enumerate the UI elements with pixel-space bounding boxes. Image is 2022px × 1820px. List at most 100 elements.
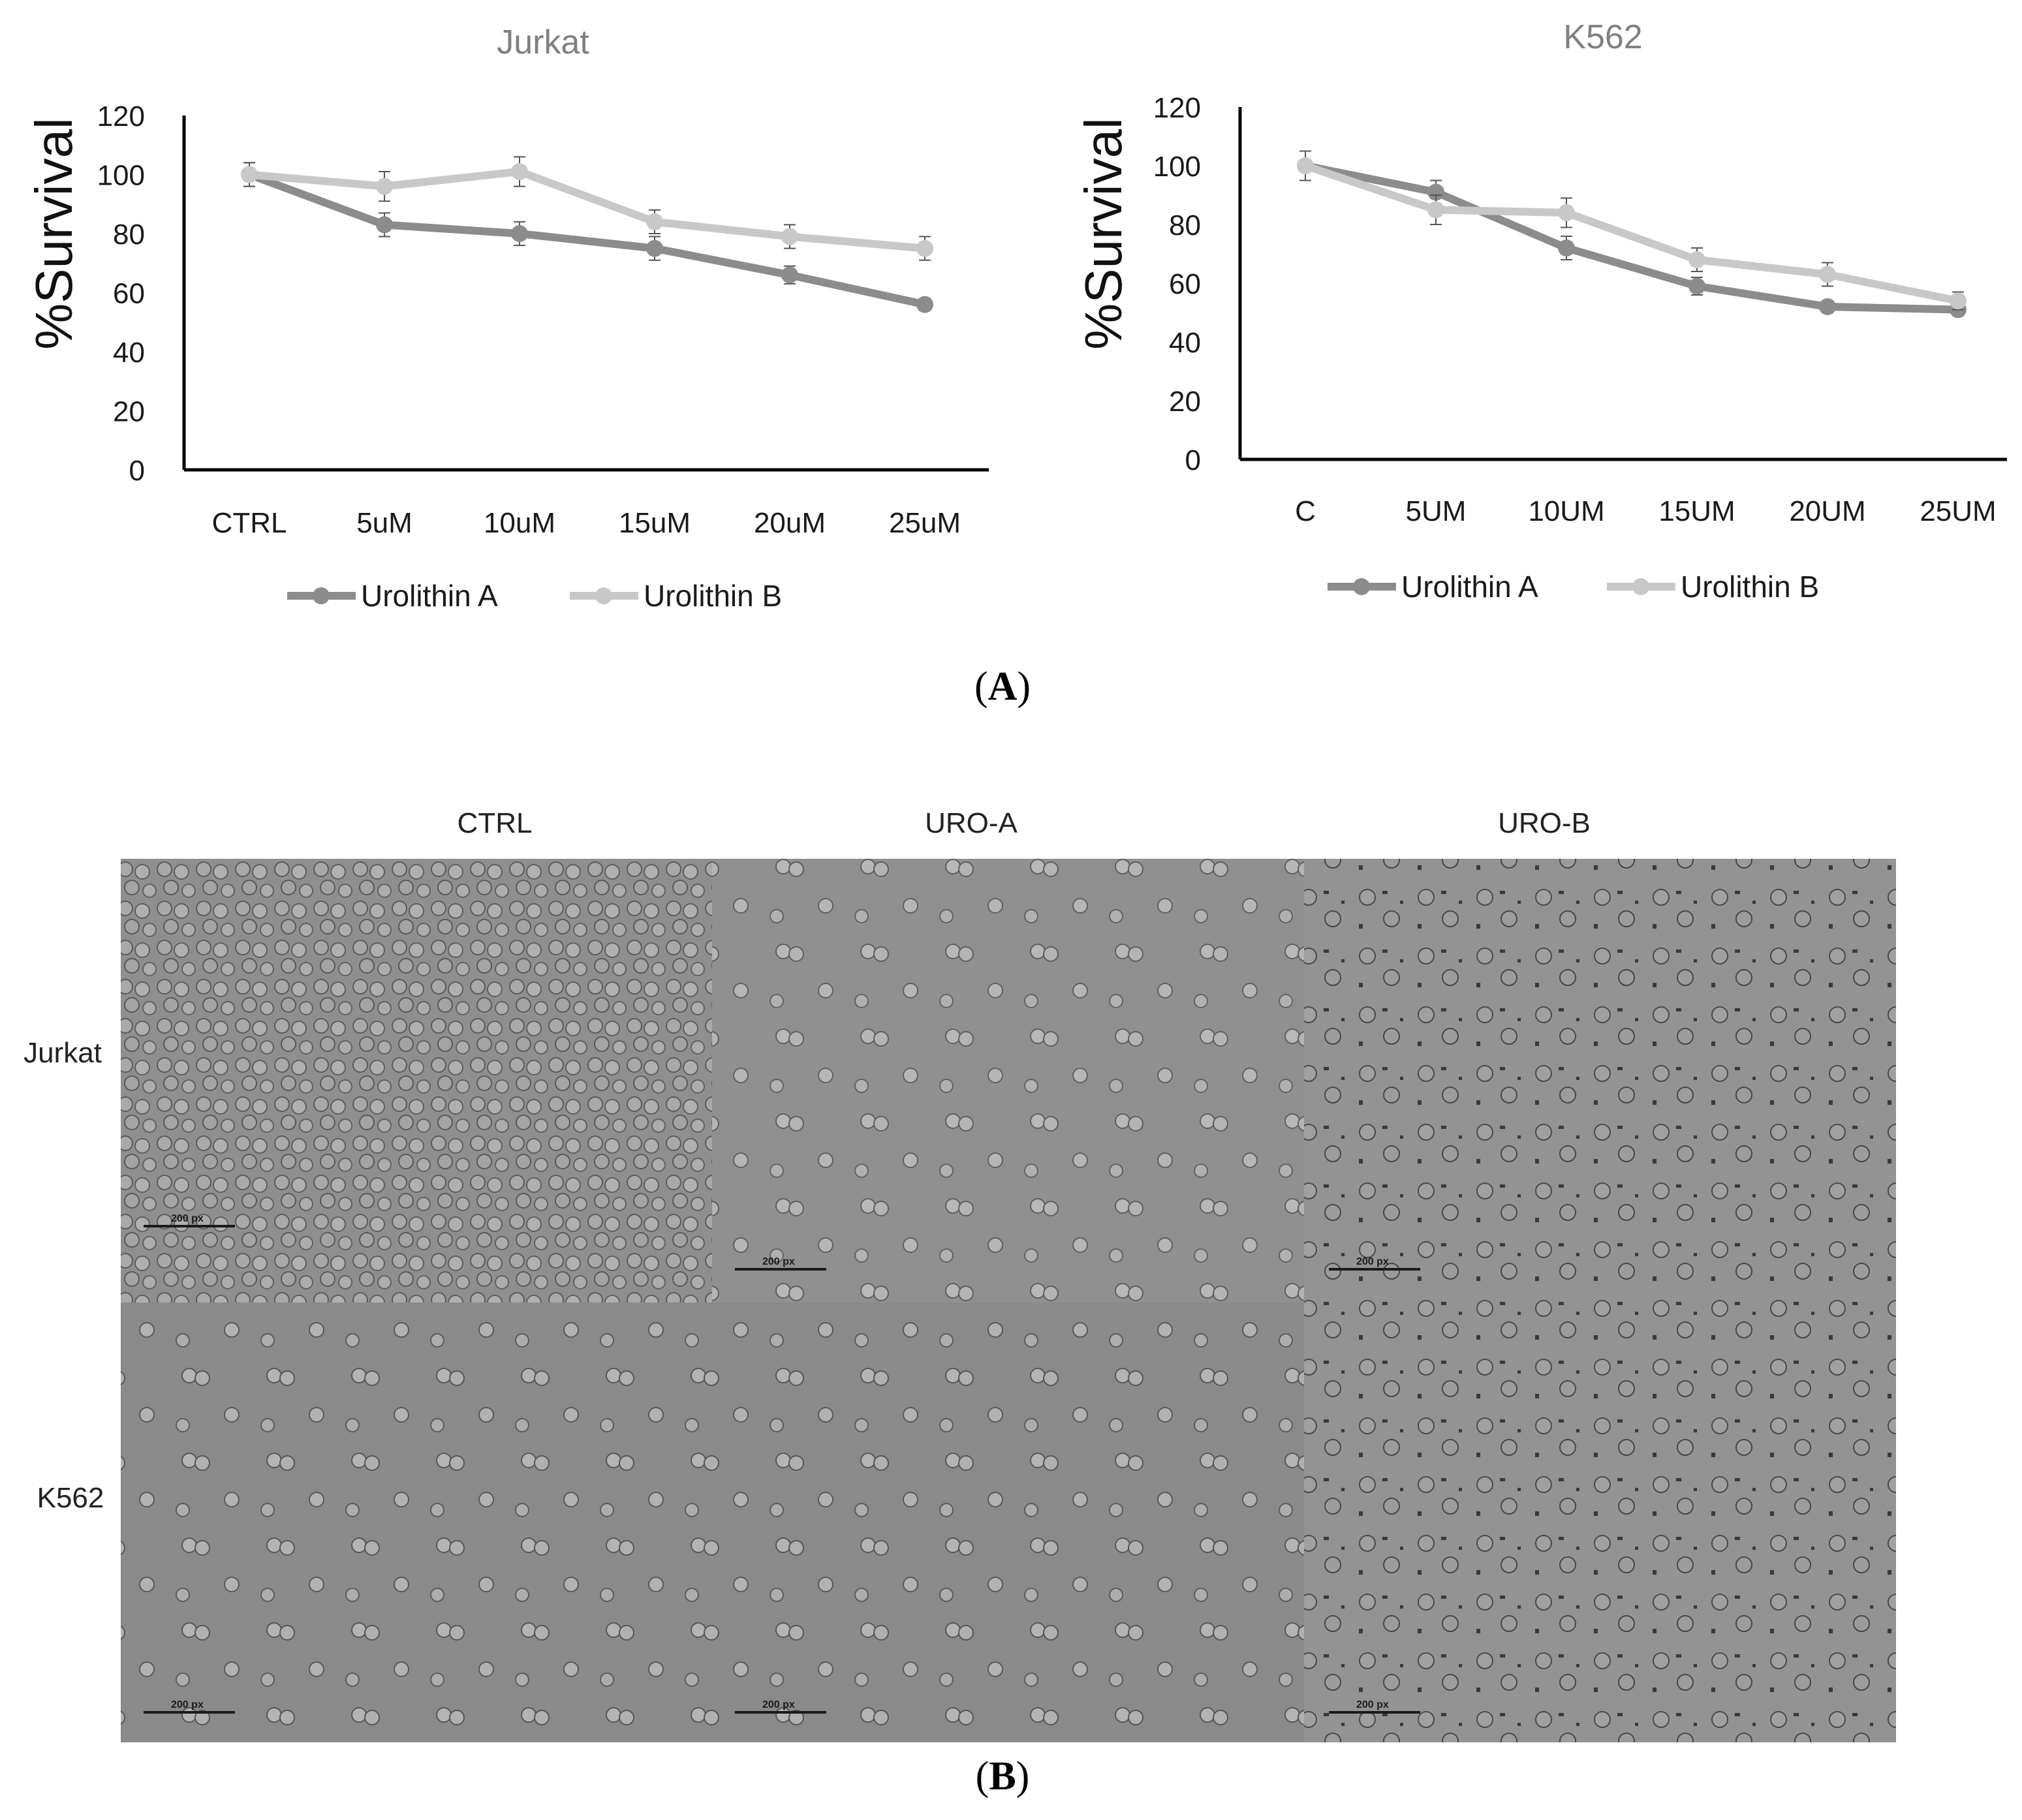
y-tick-label: 120 xyxy=(1153,92,1201,124)
y-tick-label: 0 xyxy=(129,455,145,487)
x-tick-label: 15UM xyxy=(1658,495,1735,527)
micrograph-jurkat-uro-b xyxy=(1304,859,1896,1303)
scale-bar: 200 px xyxy=(144,1699,235,1714)
data-point xyxy=(646,239,663,257)
micrograph-k562-ctrl xyxy=(121,1303,712,1742)
panel-label-a: (A) xyxy=(974,664,1031,709)
series-line xyxy=(249,167,925,253)
micrograph-jurkat-ctrl xyxy=(121,859,712,1303)
legend-marker-urolithin-a xyxy=(313,587,330,604)
k562-survival-chart: K562 %Survival 0 20 40 60 80 100 120 C 5UM 10UM 1… xyxy=(1074,18,2007,604)
data-point xyxy=(1558,239,1575,256)
micrograph-k562-uro-b xyxy=(1304,1303,1896,1742)
chart-axes xyxy=(1238,107,2007,461)
data-point xyxy=(511,162,528,180)
scale-bar-label: 200 px xyxy=(1356,1699,1389,1710)
data-point xyxy=(1297,157,1314,174)
x-tick-label: CTRL xyxy=(212,507,287,539)
scale-bar-label: 200 px xyxy=(762,1699,795,1710)
data-point xyxy=(376,216,393,234)
x-tick-label: 10UM xyxy=(1528,495,1604,527)
micrograph-jurkat-uro-a xyxy=(712,859,1304,1303)
x-tick-label: 25uM xyxy=(889,507,961,539)
x-tick-label: 25UM xyxy=(1920,495,1996,527)
data-point xyxy=(1427,201,1444,219)
row-header-jurkat: Jurkat xyxy=(23,1037,102,1069)
data-point xyxy=(1688,277,1705,295)
x-ticks: C 5UM 10UM 15UM 20UM 25UM xyxy=(1295,495,1997,527)
x-tick-label: 5UM xyxy=(1406,495,1467,527)
legend-label-urolithin-a: Urolithin A xyxy=(1401,570,1538,604)
data-point xyxy=(646,213,663,230)
data-point xyxy=(1819,298,1836,315)
chart-legend: Urolithin A Urolithin B xyxy=(1328,570,1819,604)
panel-label-b: (B) xyxy=(976,1754,1030,1798)
chart-legend: Urolithin A Urolithin B xyxy=(287,579,782,613)
scale-bar: 200 px xyxy=(144,1213,235,1227)
x-tick-label: 5uM xyxy=(356,507,412,539)
y-tick-label: 120 xyxy=(97,100,145,132)
panel-label-b-letter: B xyxy=(989,1754,1016,1798)
column-header-uro-a: URO-A xyxy=(925,807,1018,839)
row-header-k562: K562 xyxy=(37,1482,104,1514)
data-point xyxy=(241,166,258,183)
series-group xyxy=(241,156,933,313)
data-point xyxy=(511,225,528,242)
scale-bar-label: 200 px xyxy=(762,1256,795,1267)
y-tick-label: 100 xyxy=(97,160,145,192)
y-axis-label: %Survival xyxy=(1074,117,1132,350)
jurkat-survival-chart: Jurkat %Survival 0 20 40 60 80 100 120 CTRL 5uM… xyxy=(25,23,989,613)
series-urolithin-b xyxy=(1297,150,1967,311)
y-ticks: 0 20 40 60 80 100 120 xyxy=(1153,92,1201,476)
panel-label-a-letter: A xyxy=(988,664,1018,709)
x-tick-label: 15uM xyxy=(619,507,691,539)
scale-bar: 200 px xyxy=(1329,1699,1420,1714)
y-axis-label: %Survival xyxy=(25,117,83,350)
legend-marker-urolithin-b xyxy=(1632,578,1649,595)
scale-bar: 200 px xyxy=(735,1256,826,1271)
column-header-uro-b: URO-B xyxy=(1498,807,1591,839)
data-point xyxy=(1427,183,1444,201)
series-urolithin-a xyxy=(241,162,933,313)
y-tick-label: 40 xyxy=(1169,327,1201,359)
legend-label-urolithin-b: Urolithin B xyxy=(644,579,782,613)
y-tick-label: 20 xyxy=(113,396,145,428)
data-point xyxy=(1688,251,1705,268)
data-point xyxy=(1558,204,1575,221)
legend-label-urolithin-a: Urolithin A xyxy=(361,579,498,613)
micrograph-k562-uro-a xyxy=(712,1303,1304,1742)
series-line xyxy=(1304,162,1959,314)
column-header-ctrl: CTRL xyxy=(458,807,533,839)
y-tick-label: 80 xyxy=(1169,209,1201,241)
series-urolithin-b xyxy=(241,156,933,261)
x-tick-label: 20uM xyxy=(754,507,826,539)
series-line xyxy=(247,170,926,309)
data-point xyxy=(781,228,798,245)
x-tick-label: 20UM xyxy=(1789,495,1865,527)
x-tick-label: C xyxy=(1295,495,1316,527)
y-tick-label: 80 xyxy=(113,219,145,251)
scale-bar-label: 200 px xyxy=(171,1213,204,1224)
y-tick-label: 20 xyxy=(1169,386,1201,418)
chart-title: K562 xyxy=(1563,18,1642,56)
scale-bar: 200 px xyxy=(735,1699,826,1714)
y-tick-label: 100 xyxy=(1153,151,1201,183)
y-ticks: 0 20 40 60 80 100 120 xyxy=(97,100,145,487)
series-group xyxy=(1297,150,1967,318)
chart-title: Jurkat xyxy=(497,23,589,61)
chart-axes xyxy=(182,116,989,472)
scale-bar-label: 200 px xyxy=(1356,1256,1389,1267)
x-ticks: CTRL 5uM 10uM 15uM 20uM 25uM xyxy=(212,507,961,539)
y-tick-label: 60 xyxy=(1169,268,1201,300)
x-tick-label: 10uM xyxy=(484,507,555,539)
scale-bar-label: 200 px xyxy=(171,1699,204,1710)
series-line xyxy=(1304,162,1959,305)
scale-bar: 200 px xyxy=(1329,1256,1420,1271)
data-point xyxy=(1819,266,1836,283)
y-tick-label: 60 xyxy=(113,278,145,310)
data-point xyxy=(376,177,393,195)
data-point xyxy=(916,296,933,313)
legend-marker-urolithin-b xyxy=(595,587,612,604)
y-tick-label: 0 xyxy=(1185,444,1201,476)
